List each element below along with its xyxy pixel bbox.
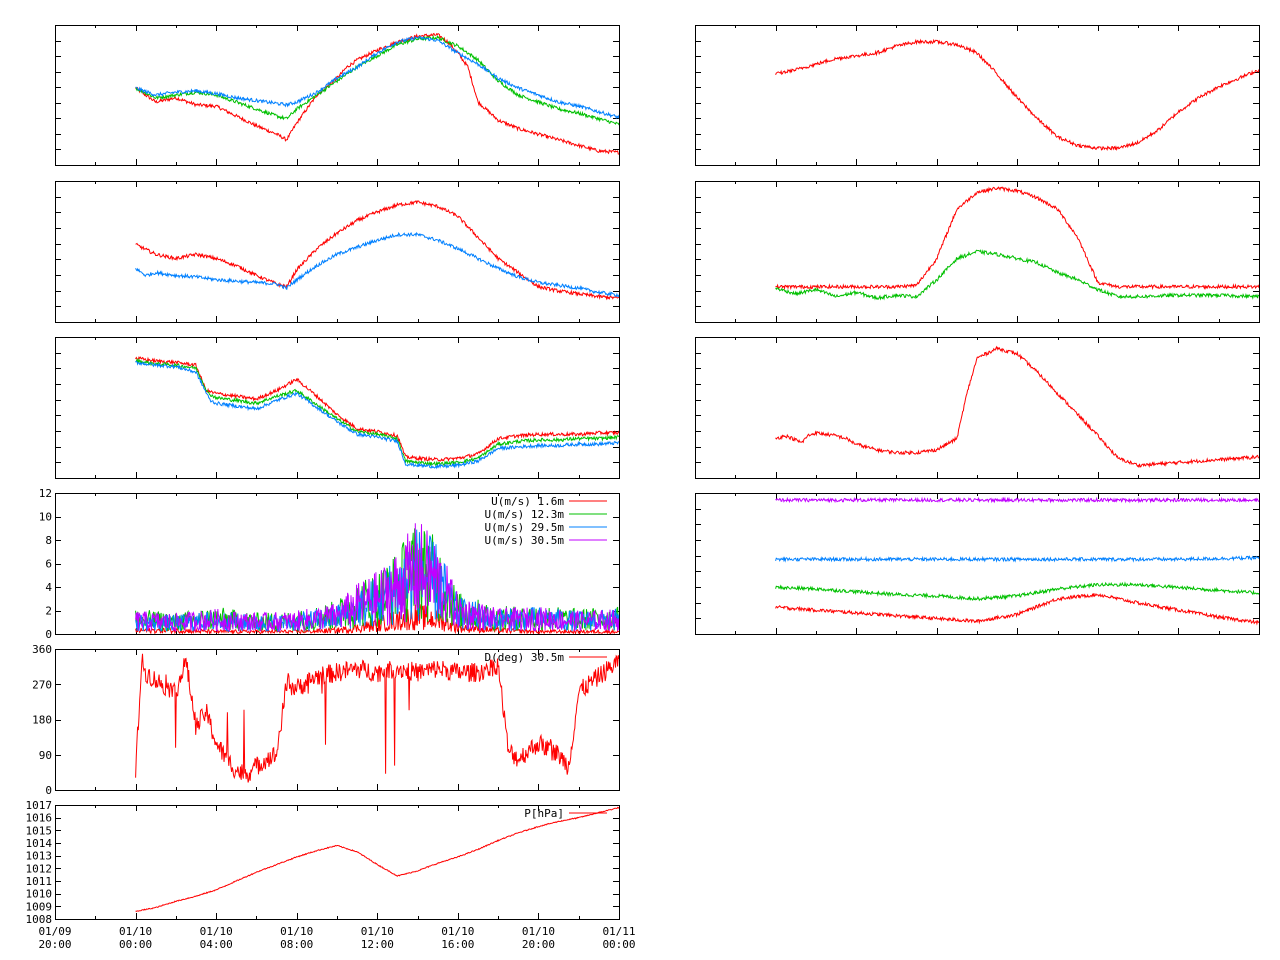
series-line-right_panel_4-3 bbox=[775, 496, 1259, 504]
y-tick-label: 270 bbox=[32, 678, 52, 691]
series-line-humidity_profile-0 bbox=[135, 200, 619, 301]
x-tick-label-time: 12:00 bbox=[361, 938, 394, 951]
legend-label: D(deg) 30.5m bbox=[485, 651, 565, 664]
series-line-temperature_profile-0 bbox=[135, 32, 619, 155]
panel-right_panel_2 bbox=[695, 181, 1260, 323]
series-line-right_panel_4-0 bbox=[775, 592, 1259, 626]
y-tick-label: 10 bbox=[39, 511, 52, 524]
x-tick-label-date: 01/10 bbox=[280, 925, 313, 938]
x-tick-label-time: 00:00 bbox=[119, 938, 152, 951]
x-tick-label-time: 04:00 bbox=[200, 938, 233, 951]
legend-label: U(m/s) 30.5m bbox=[485, 534, 565, 547]
x-tick-label-time: 08:00 bbox=[280, 938, 313, 951]
x-tick-label-time: 00:00 bbox=[602, 938, 635, 951]
y-tick-label: 1017 bbox=[26, 799, 53, 812]
plot-frame bbox=[55, 805, 620, 920]
y-tick-label: 90 bbox=[39, 749, 52, 762]
x-tick-label-time: 20:00 bbox=[38, 938, 71, 951]
panel-wind_speed: 0 2 4 6 8 10 12 U(m/s) 1.6mU(m/s) 12.3mU(m/s) 2… bbox=[39, 487, 620, 641]
panel-right_panel_3 bbox=[695, 337, 1260, 479]
series-line-wind_direction-0 bbox=[135, 653, 619, 783]
legend-label: U(m/s) 12.3m bbox=[485, 508, 565, 521]
legend-label: U(m/s) 1.6m bbox=[491, 495, 564, 508]
y-tick-label: 4 bbox=[45, 581, 52, 594]
series-line-right_panel_2-1 bbox=[775, 249, 1259, 301]
x-tick-label-date: 01/09 bbox=[38, 925, 71, 938]
series-line-right_panel_3-0 bbox=[775, 345, 1259, 469]
series-line-right_panel_2-0 bbox=[775, 186, 1259, 291]
y-tick-label: 8 bbox=[45, 534, 52, 547]
plot-frame bbox=[55, 25, 620, 166]
series-line-temperature_profile-2 bbox=[135, 35, 619, 120]
panel-wind_direction: 0 90 180 270 360 D(deg) 30.5m bbox=[32, 643, 620, 797]
x-tick-label-date: 01/10 bbox=[200, 925, 233, 938]
y-tick-label: 0 bbox=[45, 628, 52, 641]
legend-label: U(m/s) 29.5m bbox=[485, 521, 565, 534]
x-tick-label-time: 20:00 bbox=[522, 938, 555, 951]
y-tick-label: 1010 bbox=[26, 888, 53, 901]
series-line-humidity_profile-1 bbox=[135, 231, 619, 298]
y-tick-label: 1013 bbox=[26, 850, 53, 863]
plot-frame bbox=[695, 493, 1260, 635]
y-tick-label: 1014 bbox=[26, 837, 53, 850]
y-tick-label: 1011 bbox=[26, 875, 53, 888]
series-line-right_panel_4-1 bbox=[775, 581, 1259, 602]
x-tick-label-date: 01/10 bbox=[361, 925, 394, 938]
legend-label: P[hPa] bbox=[524, 807, 564, 820]
panel-right_panel_4 bbox=[695, 493, 1260, 635]
y-tick-label: 180 bbox=[32, 714, 52, 727]
plot-frame bbox=[695, 181, 1260, 323]
y-tick-label: 1016 bbox=[26, 812, 53, 825]
y-tick-label: 1009 bbox=[26, 900, 53, 913]
panel-third_profile bbox=[55, 337, 620, 479]
series-line-third_profile-0 bbox=[135, 355, 619, 462]
panel-right_panel_1 bbox=[695, 25, 1260, 166]
plot-frame bbox=[55, 181, 620, 323]
y-tick-label: 2 bbox=[45, 605, 52, 618]
x-tick-label-date: 01/10 bbox=[522, 925, 555, 938]
y-tick-label: 6 bbox=[45, 558, 52, 571]
y-tick-label: 1012 bbox=[26, 862, 53, 875]
plot-frame bbox=[695, 25, 1260, 166]
x-tick-label-time: 16:00 bbox=[441, 938, 474, 951]
y-tick-label: 0 bbox=[45, 784, 52, 797]
plot-frame bbox=[695, 337, 1260, 479]
series-line-right_panel_1-0 bbox=[775, 38, 1259, 152]
series-line-third_profile-1 bbox=[135, 357, 619, 467]
y-tick-label: 12 bbox=[39, 487, 52, 500]
panel-humidity_profile bbox=[55, 181, 620, 323]
series-line-third_profile-2 bbox=[135, 360, 619, 470]
y-tick-label: 360 bbox=[32, 643, 52, 656]
panel-pressure: 1008100910101011101210131014101510161017… bbox=[26, 799, 620, 926]
x-tick-label-date: 01/11 bbox=[602, 925, 635, 938]
y-tick-label: 1015 bbox=[26, 824, 53, 837]
series-line-wind_speed-3 bbox=[135, 523, 619, 633]
y-tick-label: 1008 bbox=[26, 913, 53, 926]
x-tick-label-date: 01/10 bbox=[441, 925, 474, 938]
series-line-temperature_profile-1 bbox=[135, 34, 619, 126]
x-tick-label-date: 01/10 bbox=[119, 925, 152, 938]
panel-temperature_profile bbox=[55, 25, 620, 166]
series-line-right_panel_4-2 bbox=[775, 554, 1259, 563]
series-line-pressure-0 bbox=[135, 806, 619, 912]
